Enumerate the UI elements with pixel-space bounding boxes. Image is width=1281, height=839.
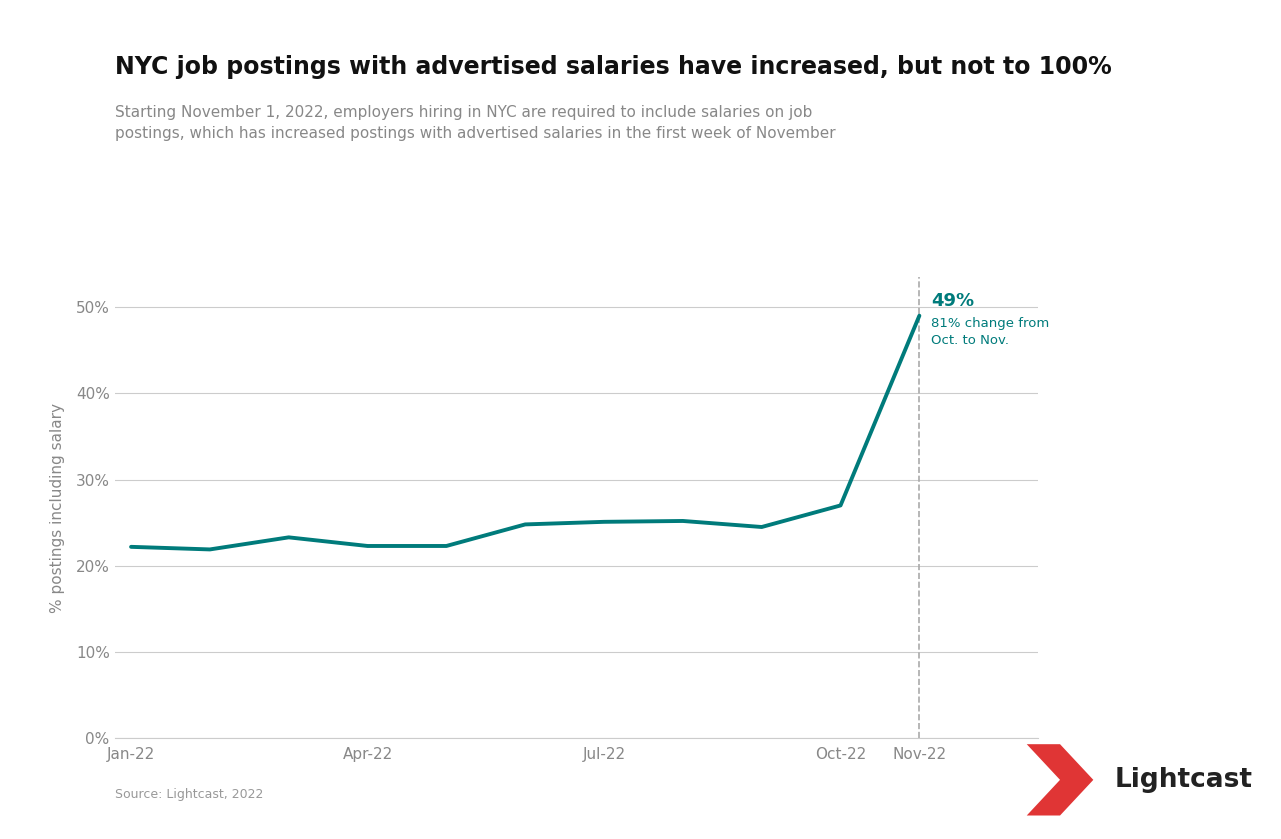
Polygon shape [1027,744,1094,816]
Y-axis label: % postings including salary: % postings including salary [50,403,64,612]
Text: Starting November 1, 2022, employers hiring in NYC are required to include salar: Starting November 1, 2022, employers hir… [115,105,836,141]
Text: Source: Lightcast, 2022: Source: Lightcast, 2022 [115,789,264,801]
Polygon shape [1027,769,1052,790]
Text: Lightcast: Lightcast [1114,767,1253,793]
Text: 49%: 49% [931,292,975,310]
Text: NYC job postings with advertised salaries have increased, but not to 100%: NYC job postings with advertised salarie… [115,55,1112,79]
Text: 81% change from
Oct. to Nov.: 81% change from Oct. to Nov. [931,317,1049,347]
